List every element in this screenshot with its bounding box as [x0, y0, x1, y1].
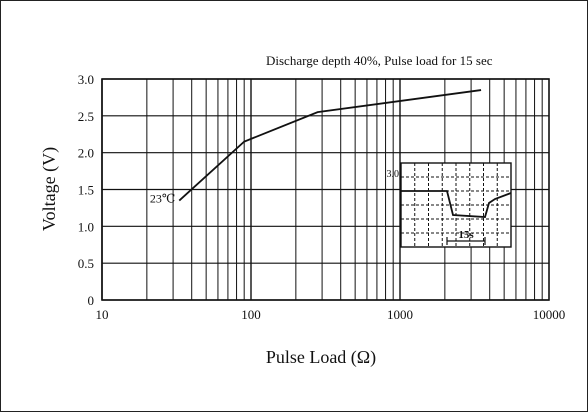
x-tick-label: 10000 [533, 307, 566, 322]
inset-waveform [401, 190, 512, 218]
y-tick-label: 2.5 [78, 109, 94, 124]
series-layer: 23℃ [150, 89, 482, 206]
chart-title: Discharge depth 40%, Pulse load for 15 s… [266, 53, 493, 68]
plot-area-border [101, 78, 550, 301]
y-tick-label: 1.5 [78, 183, 94, 198]
x-tick-label: 100 [241, 307, 261, 322]
series-label: 23℃ [150, 192, 175, 206]
x-tick-label: 10 [96, 307, 109, 322]
grid [101, 78, 549, 301]
axes [101, 78, 550, 301]
duration-label: 15s [458, 229, 474, 241]
pulse-inset: 15s 3.0 [387, 162, 512, 248]
y-tick-label: 1.0 [78, 219, 94, 234]
y-tick-label: 3.0 [78, 72, 94, 87]
x-tick-label: 1000 [387, 307, 413, 322]
series-line [178, 89, 482, 202]
inset-value-label: 3.0 [387, 169, 400, 180]
y-tick-label: 0 [88, 293, 95, 308]
y-tick-label: 2.0 [78, 146, 94, 161]
y-tick-label: 0.5 [78, 256, 94, 271]
tick-labels: 10 100 1000 10000 0 0.5 1.0 1.5 2.0 2.5 3.0 [78, 72, 566, 322]
x-axis-label: Pulse Load (Ω) [266, 347, 376, 368]
y-axis-label: Voltage (V) [39, 147, 60, 231]
